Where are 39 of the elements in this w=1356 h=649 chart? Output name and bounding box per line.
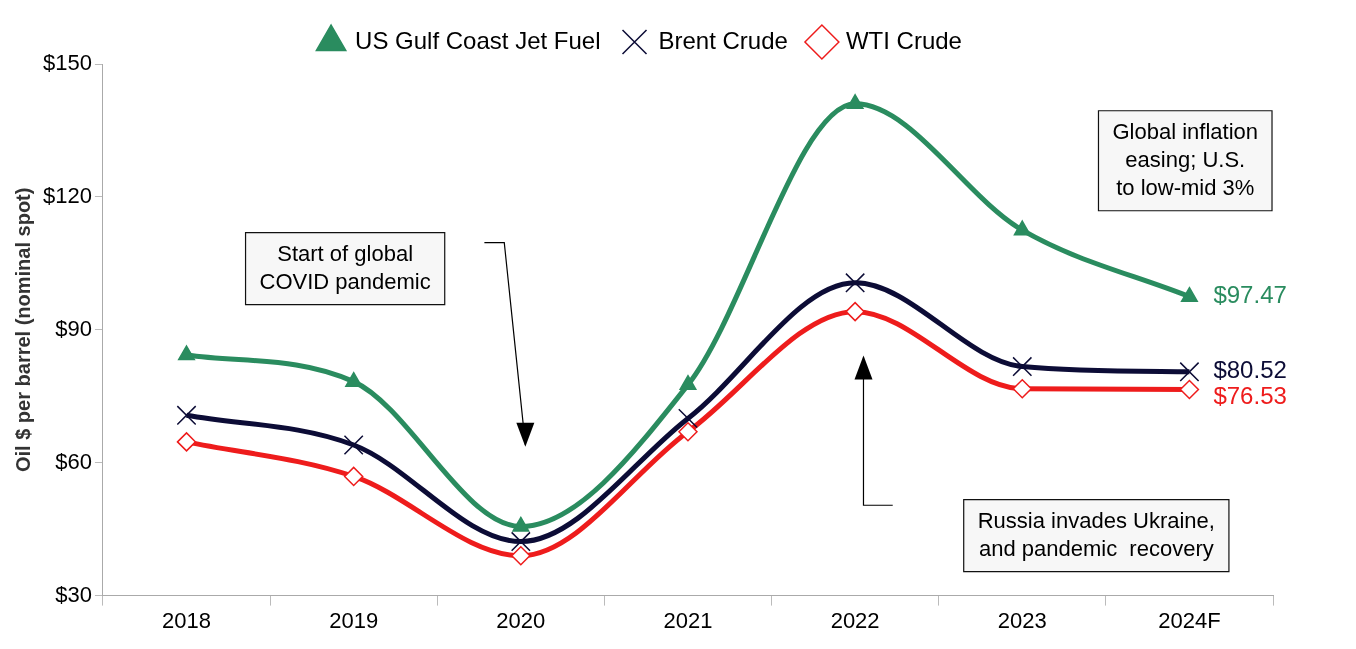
- point: [176, 405, 197, 426]
- point: [177, 345, 196, 361]
- point: [1179, 361, 1200, 382]
- x-tick-label: 2023: [997, 607, 1047, 633]
- annotation: Russia invades Ukraine, and pandemic recovery: [977, 507, 1215, 561]
- legend-label: Brent Crude: [658, 26, 788, 54]
- y-tick-label: $60: [55, 448, 92, 474]
- y-tick-label: $90: [55, 315, 92, 341]
- point: [846, 94, 864, 110]
- point: [845, 301, 865, 322]
- x-tick-label: 2019: [329, 607, 379, 633]
- point: [343, 466, 364, 487]
- data-label: $76.53: [1213, 382, 1287, 410]
- x-tick-label: 2021: [663, 607, 713, 633]
- point: [1013, 220, 1031, 236]
- annotation: Start of global COVID pandemic: [259, 240, 431, 294]
- legend-label: US Gulf Coast Jet Fuel: [355, 26, 601, 54]
- point: [1179, 379, 1200, 400]
- y-tick-label: $120: [42, 182, 92, 208]
- point: [343, 435, 364, 455]
- x-tick-label: 2020: [496, 607, 546, 633]
- legend-label: WTI Crude: [845, 26, 962, 54]
- y-tick-label: $150: [42, 50, 92, 76]
- point: [678, 421, 698, 442]
- point: [1180, 286, 1198, 302]
- point: [511, 545, 531, 566]
- point: [510, 531, 531, 552]
- data-label: $80.52: [1213, 356, 1287, 384]
- y-axis-title: Oil $ per barrel (nominal spot): [11, 187, 34, 473]
- point: [1012, 356, 1033, 377]
- point: [1012, 378, 1033, 399]
- annotation: Global inflation easing; U.S. to low-mid 3%: [1112, 118, 1259, 200]
- data-label: $97.47: [1213, 281, 1287, 309]
- x-tick-label: 2022: [830, 607, 880, 633]
- point: [176, 432, 197, 452]
- x-tick-label: 2024F: [1158, 607, 1221, 633]
- point: [845, 272, 866, 293]
- x-tick-label: 2018: [162, 607, 211, 633]
- y-tick-label: $30: [55, 581, 92, 607]
